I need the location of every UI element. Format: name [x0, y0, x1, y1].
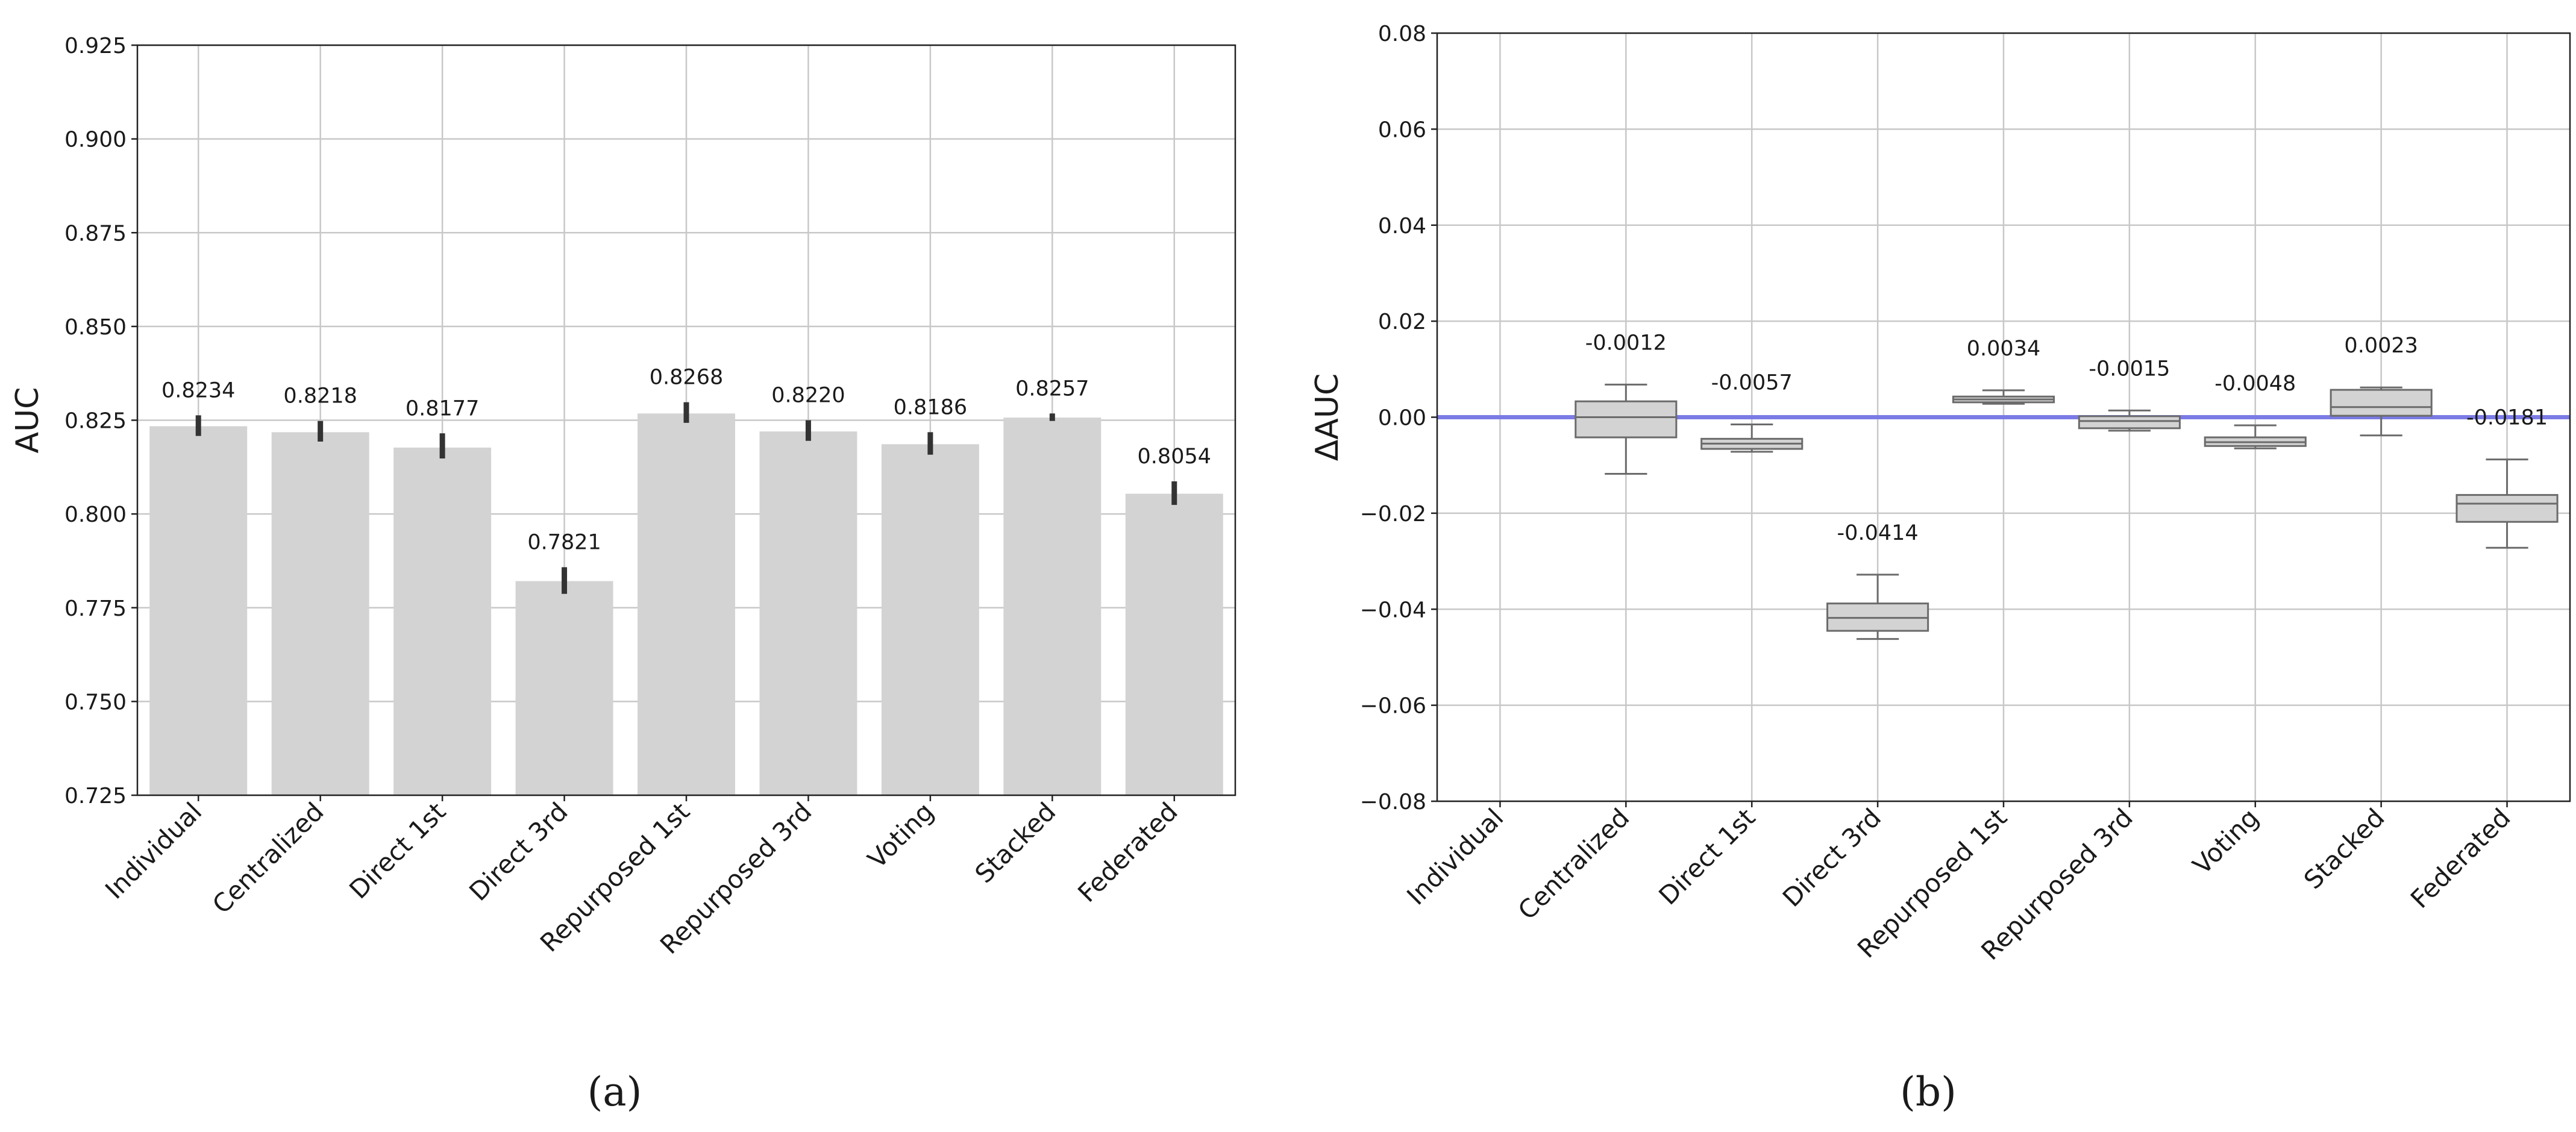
x-tick-label: Direct 3rd	[463, 796, 573, 906]
box-value-label: 0.0034	[1967, 337, 2040, 361]
box-iqr	[2078, 415, 2181, 430]
panel-label-a: (a)	[588, 1069, 642, 1115]
x-tick-label: Voting	[862, 796, 939, 874]
box-value-label: -0.0057	[1711, 371, 1793, 395]
y-tick-label: −0.04	[1360, 598, 1426, 622]
x-tick-label: Individual	[1401, 802, 1509, 910]
y-tick-label: 0.800	[64, 502, 127, 527]
x-tick-label: Stacked	[969, 796, 1061, 889]
box-plot-item	[1700, 423, 1804, 453]
box-value-label: -0.0181	[2466, 406, 2548, 430]
plot-frame	[1436, 32, 2571, 802]
bar	[149, 426, 248, 795]
bar-value-label: 0.8268	[650, 366, 723, 390]
box-plot-item	[2204, 424, 2307, 449]
x-tick-label: Voting	[2187, 802, 2264, 880]
x-tick-label: Federated	[1072, 796, 1183, 908]
box-value-label: -0.0015	[2089, 357, 2170, 381]
box-value-label: -0.0012	[1585, 331, 1667, 355]
bar	[515, 581, 613, 795]
bar-value-label: 0.8257	[1015, 377, 1089, 401]
box-plot-item	[2455, 458, 2559, 549]
bar	[1125, 493, 1223, 795]
y-tick-label: 0.925	[64, 34, 127, 58]
x-tick-label: Federated	[2405, 802, 2516, 914]
chart-delta-auc-boxplot: −0.08 −0.06 −0.04 −0.02 0.00 0.02 0.04 0.06 0.08…	[1309, 22, 2571, 966]
box-value-label: -0.0048	[2214, 372, 2296, 396]
box-value-label: -0.0414	[1837, 521, 1919, 545]
box-plot-item	[2078, 409, 2181, 432]
box-plot-item	[1952, 389, 2055, 405]
bar-value-label: 0.8177	[406, 396, 479, 421]
panel-label-b: (b)	[1900, 1069, 1957, 1115]
bar	[638, 413, 735, 795]
y-tick-label: 0.725	[64, 784, 127, 808]
box-value-label: 0.0023	[2344, 334, 2418, 358]
bar-value-label: 0.8234	[161, 378, 235, 402]
box-plot-item	[2330, 386, 2433, 437]
y-tick-label: 0.775	[64, 596, 127, 621]
x-tick-label: Centralized	[207, 796, 330, 919]
bar	[271, 432, 369, 795]
y-tick-label: −0.08	[1360, 790, 1426, 815]
y-tick-label: 0.00	[1378, 406, 1426, 431]
bar	[1003, 417, 1102, 795]
x-tick-label: Individual	[99, 796, 207, 904]
box-iqr	[1575, 400, 1678, 439]
plot-frame	[136, 44, 1236, 796]
x-tick-label: Direct 1st	[343, 796, 451, 904]
bar	[393, 447, 492, 795]
x-tick-label: Direct 1st	[1653, 802, 1761, 910]
y-tick-label: 0.850	[64, 315, 127, 340]
bar-value-label: 0.8218	[283, 384, 357, 408]
x-tick-label: Stacked	[2298, 802, 2390, 895]
y-tick-label: 0.900	[64, 128, 127, 152]
bar-value-label: 0.8054	[1138, 445, 1211, 469]
y-tick-label: −0.06	[1360, 694, 1426, 719]
bar	[881, 444, 979, 795]
y-tick-label: 0.02	[1378, 310, 1426, 334]
bar-value-label: 0.8186	[894, 395, 967, 419]
x-tick-label: Direct 3rd	[1777, 802, 1887, 912]
bar-value-label: 0.8220	[771, 384, 845, 408]
y-tick-label: 0.08	[1378, 22, 1426, 46]
y-tick-label: 0.06	[1378, 117, 1426, 142]
box-iqr	[2330, 389, 2433, 417]
box-plot-item	[1826, 574, 1929, 640]
y-tick-label: 0.04	[1378, 214, 1426, 239]
bar	[759, 431, 857, 795]
box-iqr	[2455, 494, 2559, 523]
box-plot-item	[1575, 383, 1678, 475]
y-tick-label: 0.875	[64, 221, 127, 246]
y-tick-label: 0.750	[64, 690, 127, 715]
x-tick-label: Centralized	[1512, 802, 1635, 925]
y-tick-label: −0.02	[1360, 502, 1426, 527]
chart-auc-bars: 0.725 0.750 0.775 0.800 0.825 0.850 0.875 0.900…	[10, 34, 1236, 960]
y-tick-label: 0.825	[64, 409, 127, 434]
bar-value-label: 0.7821	[527, 531, 601, 555]
y-axis-label: AUC	[10, 387, 46, 454]
y-axis-label: ΔAUC	[1309, 374, 1346, 461]
